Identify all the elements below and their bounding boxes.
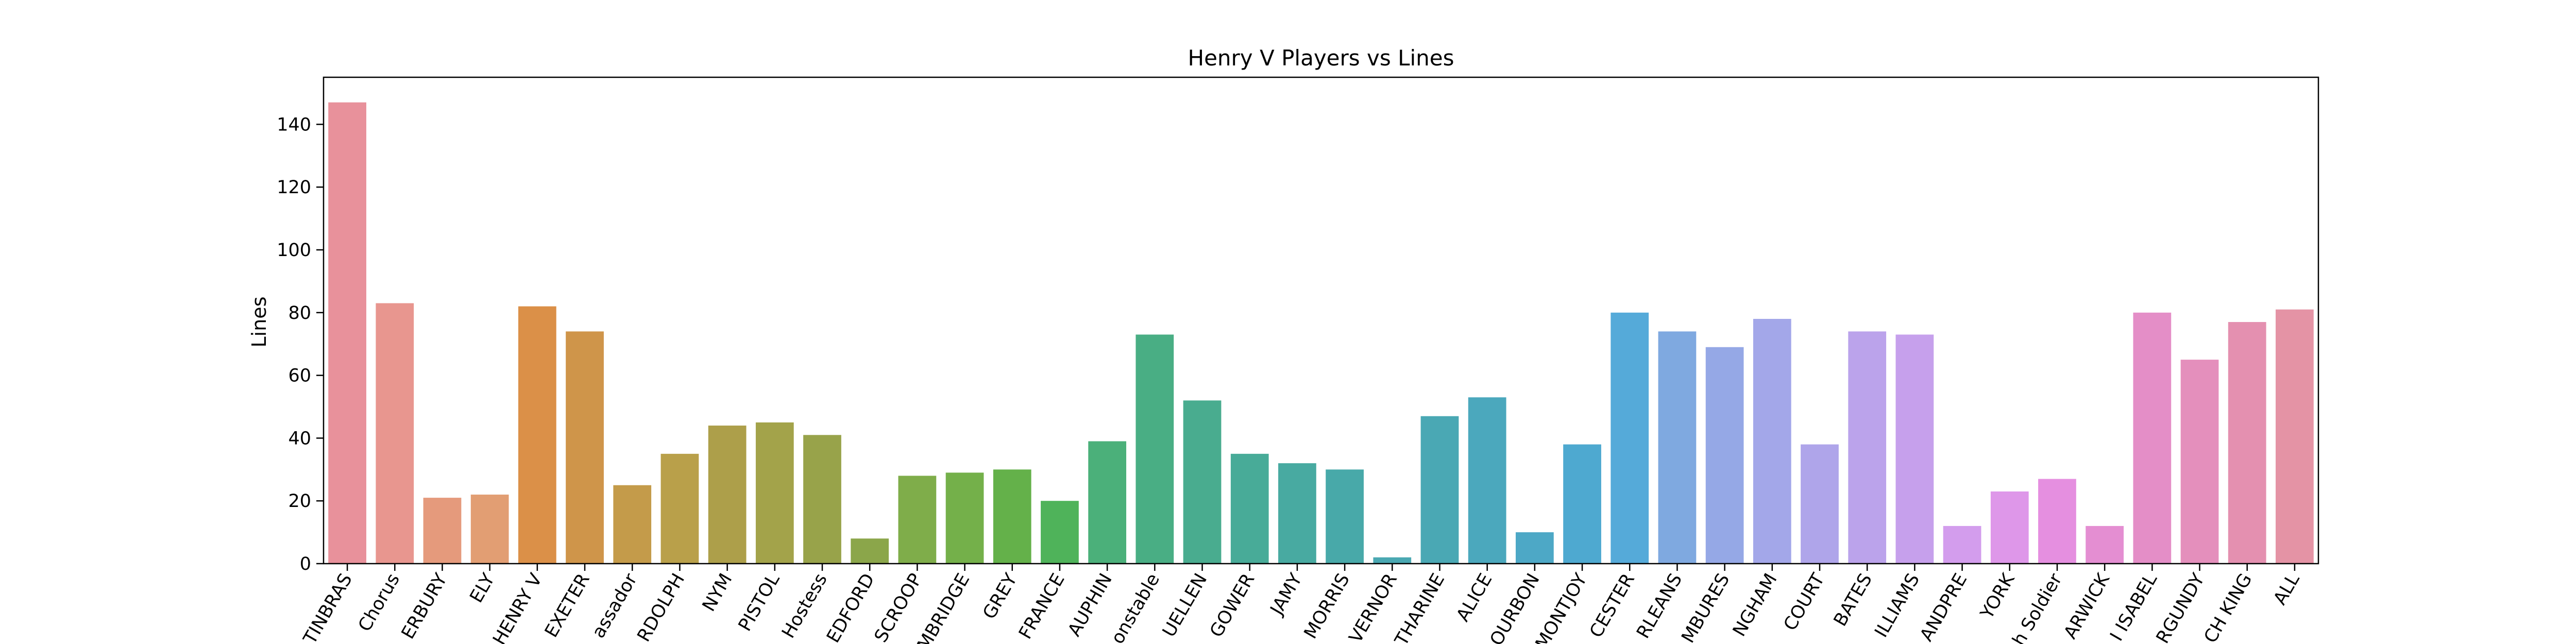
bar xyxy=(1041,501,1079,564)
bar xyxy=(566,331,604,564)
y-tick-label: 120 xyxy=(277,177,311,198)
bar xyxy=(1468,397,1506,564)
bar xyxy=(851,538,889,564)
x-tick-label: ALL xyxy=(2270,570,2304,608)
bar xyxy=(1658,331,1697,564)
bar xyxy=(1611,312,1649,564)
bar xyxy=(1326,469,1364,564)
bar xyxy=(1136,334,1174,564)
bar xyxy=(470,495,509,564)
x-tick-label: ELY xyxy=(466,570,499,606)
chart-title: Henry V Players vs Lines xyxy=(1188,45,1454,71)
bar xyxy=(613,485,652,564)
x-tick-label: NYM xyxy=(699,570,737,615)
bars-group xyxy=(328,102,2314,564)
x-tick-label: MBURES xyxy=(1678,570,1734,644)
bar xyxy=(1895,334,1934,564)
bar xyxy=(1230,453,1269,564)
x-tick-label: RLEANS xyxy=(1633,570,1686,642)
bar xyxy=(423,498,462,564)
bar xyxy=(803,435,841,564)
x-tick-label: BATES xyxy=(1830,570,1876,630)
bar xyxy=(2180,360,2219,564)
x-tick-label: I ISABEL xyxy=(2106,570,2161,644)
bar xyxy=(898,476,937,564)
x-tick-label: FRANCE xyxy=(1015,570,1069,643)
bar xyxy=(1373,557,1412,564)
x-tick-label: JAMY xyxy=(1266,570,1307,619)
x-tick-label: TINBRAS xyxy=(299,570,357,644)
bar xyxy=(1088,441,1127,564)
x-tick-label: YORK xyxy=(1976,570,2019,623)
bar xyxy=(2086,526,2124,564)
x-tick-label: RDOLPH xyxy=(634,570,689,644)
x-tick-label: Chorus xyxy=(354,570,404,635)
bar xyxy=(2276,309,2314,564)
bar xyxy=(993,469,1031,564)
x-tick-label: COURT xyxy=(1780,570,1829,634)
x-tick-label: NGHAM xyxy=(1729,570,1782,640)
x-tick-label: UELLEN xyxy=(1159,570,1211,641)
bar xyxy=(1753,318,1791,564)
bar xyxy=(1278,463,1316,564)
bar xyxy=(1515,532,1554,564)
x-tick-label: ARWICK xyxy=(2060,570,2114,642)
plot-frame xyxy=(323,76,2319,565)
x-tick-label: CESTER xyxy=(1586,570,1639,641)
x-tick-label: CH KING xyxy=(2200,570,2257,644)
bar xyxy=(1705,347,1744,564)
bar xyxy=(1563,444,1601,564)
y-tick-label: 140 xyxy=(277,114,311,135)
bar xyxy=(2228,322,2266,564)
x-tick-label: ERBURY xyxy=(398,570,452,642)
x-tick-label: GREY xyxy=(979,570,1021,623)
bar xyxy=(2133,312,2172,564)
bar xyxy=(945,472,984,564)
bar xyxy=(518,306,556,564)
bar xyxy=(1183,400,1222,564)
bar xyxy=(376,303,414,564)
x-tick-label: AUPHIN xyxy=(1064,570,1116,640)
y-tick-label: 40 xyxy=(288,428,311,449)
x-tick-label: SCROOP xyxy=(871,570,926,644)
y-tick-label: 80 xyxy=(288,303,311,324)
y-tick-label: 0 xyxy=(300,554,311,574)
bar xyxy=(1420,416,1459,564)
x-tick-label: Hostess xyxy=(778,570,831,642)
bar xyxy=(1943,526,1981,564)
bar xyxy=(1990,491,2029,564)
x-tick-label: assador xyxy=(588,570,642,642)
y-axis-label: Lines xyxy=(248,297,270,348)
bar xyxy=(660,453,699,564)
x-tick-label: ALICE xyxy=(1453,570,1497,625)
y-tick-label: 60 xyxy=(288,366,311,386)
x-tick-label: ANDPRE xyxy=(1916,570,1971,644)
x-tick-label: EDFORD xyxy=(823,570,879,644)
bar xyxy=(2038,479,2076,564)
bar xyxy=(755,422,794,564)
x-tick-label: EXETER xyxy=(541,570,594,641)
x-tick-label: PISTOL xyxy=(735,570,784,635)
y-tick-label: 100 xyxy=(277,240,311,261)
bar xyxy=(708,426,747,564)
x-tick-label: MORRIS xyxy=(1300,570,1354,642)
x-tick-label: GOWER xyxy=(1206,570,1259,641)
y-tick-label: 20 xyxy=(288,491,311,512)
x-tick-label: ILLIAMS xyxy=(1871,570,1924,641)
y-axis: 0 20 40 60 80 100 120 140 xyxy=(277,114,324,574)
bar xyxy=(328,102,366,564)
bar xyxy=(1848,331,1887,564)
bar xyxy=(1801,444,1839,564)
x-tick-label: VERNOR xyxy=(1345,570,1401,644)
